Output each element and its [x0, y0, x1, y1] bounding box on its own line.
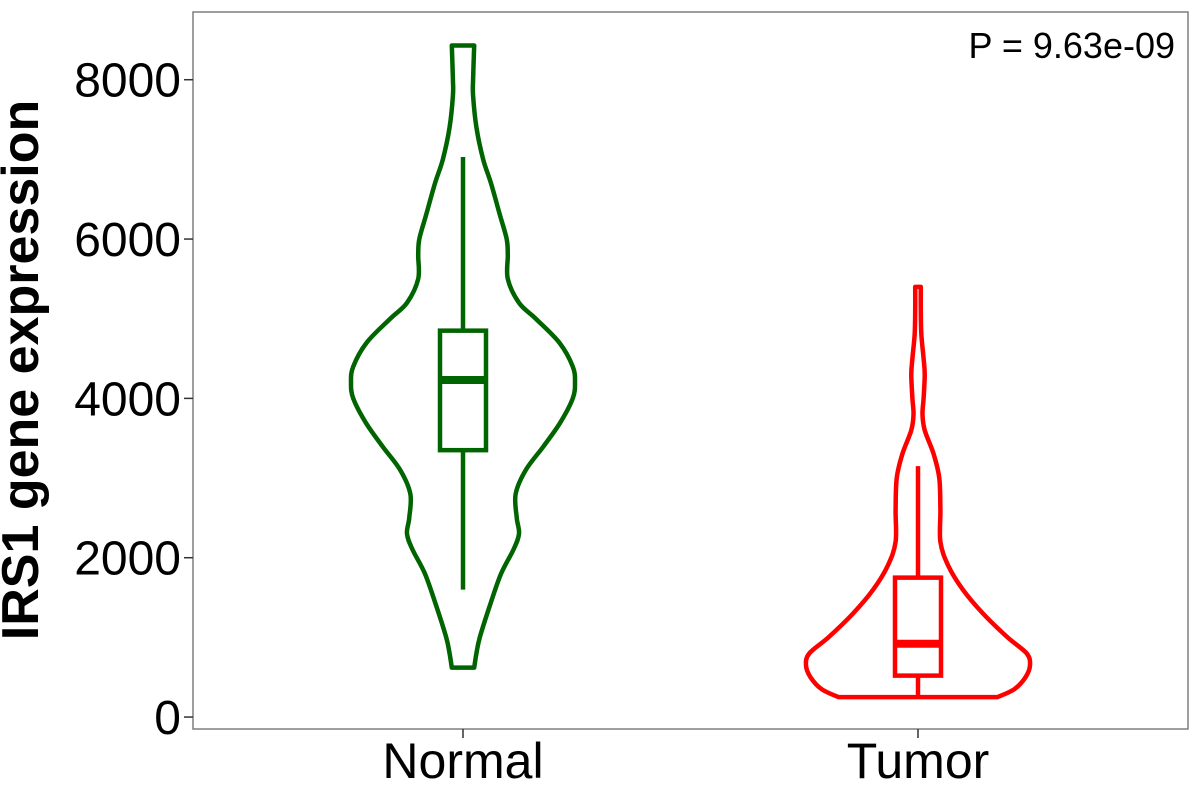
plot-panel [192, 11, 1189, 730]
violin-tumor [803, 284, 1033, 700]
y-tick-label: 6000 [74, 214, 181, 267]
p-value-annotation: P = 9.63e-09 [968, 25, 1175, 66]
boxplots-layer [437, 156, 944, 698]
violins-layer [348, 43, 1033, 700]
x-axis: Normal Tumor [382, 729, 989, 789]
x-tick-label-normal: Normal [382, 733, 543, 789]
violin-normal [348, 43, 578, 670]
y-tick-label: 4000 [74, 373, 181, 426]
y-tick-label: 0 [154, 692, 181, 745]
y-axis: 0 2000 4000 6000 8000 [74, 55, 193, 745]
box-normal [437, 328, 489, 453]
y-tick-label: 8000 [74, 55, 181, 108]
y-tick-label: 2000 [74, 533, 181, 586]
box-tumor [892, 575, 944, 678]
y-axis-title: IRS1 gene expression [0, 100, 50, 640]
x-tick-label-tumor: Tumor [847, 733, 990, 789]
